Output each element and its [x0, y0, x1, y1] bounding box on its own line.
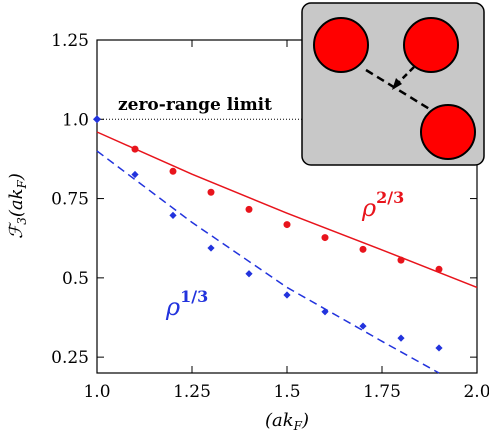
series-label-rho-2-3: ρ2/3 — [361, 188, 404, 222]
zero-range-label: zero-range limit — [118, 95, 272, 115]
data-point-series-0 — [207, 188, 215, 196]
x-axis-title: (akF) — [265, 410, 309, 433]
y-tick-label: 0.25 — [51, 348, 89, 368]
x-tick-label: 1.5 — [273, 382, 300, 402]
x-tick-label: 2.0 — [463, 382, 489, 402]
data-point-series-0 — [245, 205, 253, 213]
data-point-series-0 — [397, 256, 405, 264]
inset-particle-right — [403, 17, 459, 73]
y-tick-label: 0.75 — [51, 190, 89, 210]
zero-range-point — [93, 115, 101, 124]
data-point-series-1 — [359, 322, 367, 330]
x-tick-label: 1.0 — [83, 382, 110, 402]
inset-arrow-shaft — [396, 66, 415, 85]
x-tick-label: 1.25 — [173, 382, 211, 402]
inset-diagram — [301, 2, 485, 166]
data-point-series-1 — [245, 270, 253, 278]
inset-particle-left — [313, 17, 369, 73]
data-point-series-1 — [283, 291, 291, 299]
data-point-series-0 — [321, 234, 329, 242]
y-tick-label: 1.25 — [51, 31, 89, 51]
y-tick-label: 1.0 — [62, 110, 89, 130]
y-axis-title: ℱ3(akF) — [6, 173, 29, 239]
data-point-series-0 — [131, 145, 139, 153]
data-point-series-1 — [321, 308, 329, 316]
data-point-series-1 — [131, 170, 139, 179]
data-point-series-0 — [169, 167, 177, 175]
data-point-series-0 — [435, 265, 443, 273]
fit-line-series-1 — [96, 150, 440, 374]
data-point-series-1 — [435, 344, 443, 352]
fit-line-series-0 — [96, 131, 478, 289]
fit-curves — [96, 131, 478, 374]
inset-dashed-link — [365, 68, 437, 115]
inset-arrow-head — [392, 78, 402, 90]
axis-ticks: 1.0 1.25 1.5 1.75 2.0 0.25 0.5 0.75 1.0 1.25 — [51, 31, 489, 402]
series-label-rho-1-3: ρ1/3 — [165, 287, 208, 321]
inset-particle-bottom — [420, 104, 476, 160]
data-point-series-1 — [207, 244, 215, 252]
data-point-series-1 — [397, 334, 405, 342]
data-point-series-0 — [359, 245, 367, 253]
y-tick-label: 0.5 — [62, 269, 89, 289]
data-points — [93, 115, 443, 352]
data-point-series-0 — [283, 221, 291, 229]
data-point-series-1 — [169, 211, 177, 219]
x-tick-label: 1.75 — [363, 382, 401, 402]
